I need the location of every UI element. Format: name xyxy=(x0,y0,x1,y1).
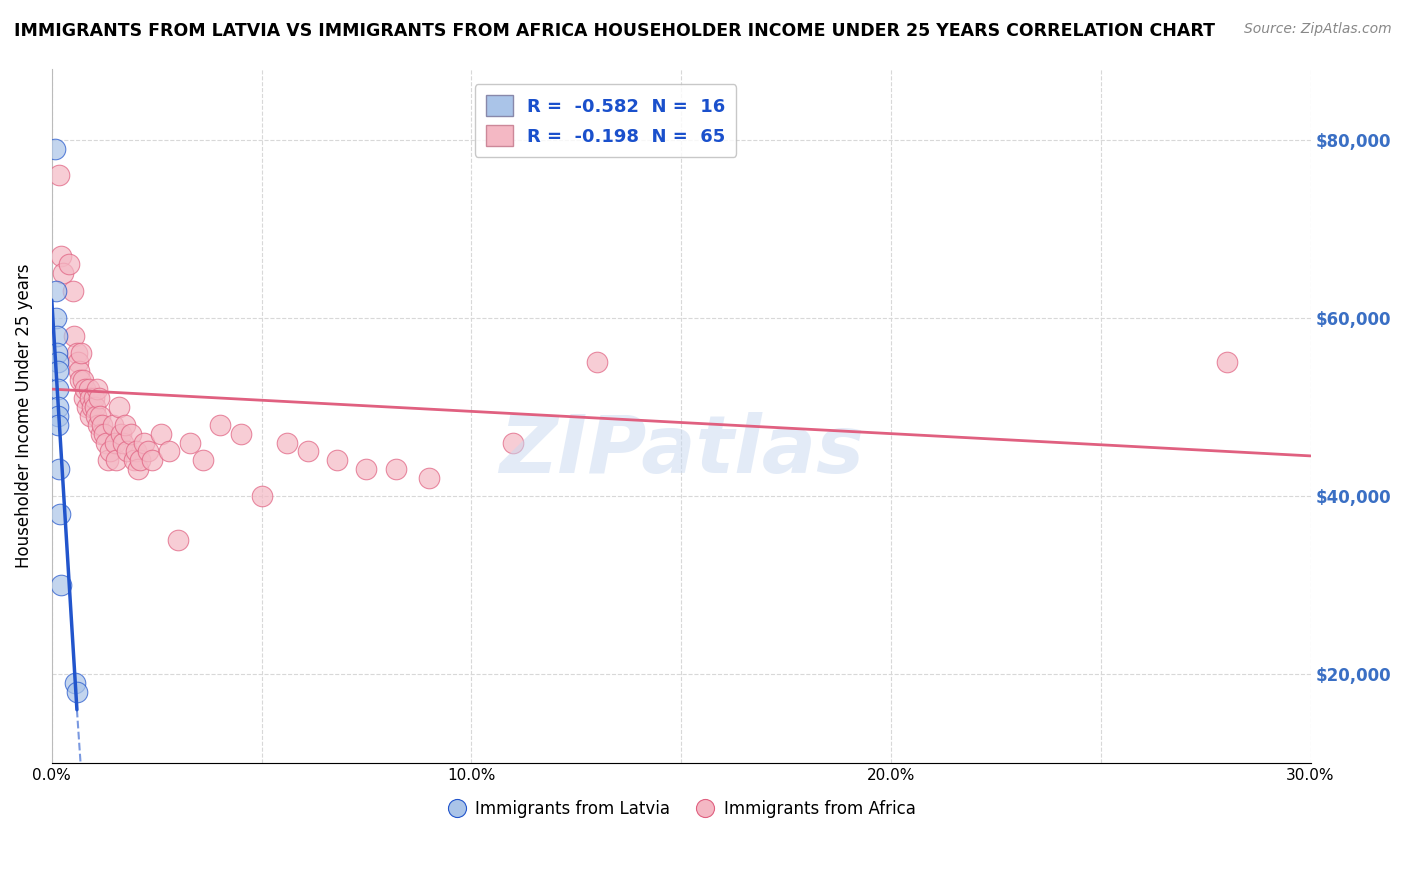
Point xyxy=(132,435,155,450)
Point xyxy=(46,382,69,396)
Point xyxy=(141,453,163,467)
Point xyxy=(91,417,114,432)
Point xyxy=(86,382,108,396)
Point xyxy=(48,462,70,476)
Point xyxy=(70,346,93,360)
Point xyxy=(46,409,69,423)
Point xyxy=(83,400,105,414)
Point xyxy=(63,676,86,690)
Point xyxy=(128,453,150,467)
Point xyxy=(93,426,115,441)
Point xyxy=(97,453,120,467)
Point xyxy=(75,382,97,396)
Text: IMMIGRANTS FROM LATVIA VS IMMIGRANTS FROM AFRICA HOUSEHOLDER INCOME UNDER 25 YEA: IMMIGRANTS FROM LATVIA VS IMMIGRANTS FRO… xyxy=(14,22,1215,40)
Point xyxy=(136,444,159,458)
Point xyxy=(45,328,67,343)
Point xyxy=(79,391,101,405)
Point xyxy=(76,400,98,414)
Point xyxy=(149,426,172,441)
Point xyxy=(80,400,103,414)
Point xyxy=(52,266,75,280)
Point xyxy=(46,355,69,369)
Point xyxy=(110,426,132,441)
Point xyxy=(250,489,273,503)
Point xyxy=(44,142,66,156)
Point xyxy=(166,533,188,548)
Point xyxy=(67,364,90,378)
Point xyxy=(87,417,110,432)
Point xyxy=(179,435,201,450)
Point xyxy=(385,462,408,476)
Point xyxy=(84,409,107,423)
Point xyxy=(104,453,127,467)
Point xyxy=(100,444,122,458)
Point xyxy=(46,346,69,360)
Point xyxy=(83,391,105,405)
Point xyxy=(101,417,124,432)
Point xyxy=(46,400,69,414)
Point xyxy=(276,435,298,450)
Point xyxy=(48,169,70,183)
Point xyxy=(72,373,94,387)
Point xyxy=(66,346,89,360)
Legend: Immigrants from Latvia, Immigrants from Africa: Immigrants from Latvia, Immigrants from … xyxy=(440,793,922,824)
Point xyxy=(157,444,180,458)
Point xyxy=(45,310,67,325)
Point xyxy=(117,444,139,458)
Point xyxy=(356,462,378,476)
Point xyxy=(58,257,80,271)
Point xyxy=(49,507,72,521)
Point xyxy=(586,355,609,369)
Point xyxy=(127,462,149,476)
Point xyxy=(502,435,524,450)
Point xyxy=(122,453,145,467)
Point xyxy=(191,453,214,467)
Point xyxy=(96,435,118,450)
Text: ZIPatlas: ZIPatlas xyxy=(499,411,863,490)
Point xyxy=(114,417,136,432)
Point xyxy=(62,284,84,298)
Point xyxy=(87,391,110,405)
Point xyxy=(46,364,69,378)
Y-axis label: Householder Income Under 25 years: Householder Income Under 25 years xyxy=(15,263,32,568)
Point xyxy=(66,685,89,699)
Point xyxy=(418,471,440,485)
Point xyxy=(89,409,111,423)
Text: Source: ZipAtlas.com: Source: ZipAtlas.com xyxy=(1244,22,1392,37)
Point xyxy=(77,382,100,396)
Point xyxy=(49,248,72,262)
Point xyxy=(108,400,131,414)
Point xyxy=(90,426,112,441)
Point xyxy=(208,417,231,432)
Point xyxy=(45,284,67,298)
Point xyxy=(104,435,127,450)
Point xyxy=(124,444,146,458)
Point xyxy=(69,373,91,387)
Point xyxy=(66,355,89,369)
Point xyxy=(112,435,135,450)
Point xyxy=(326,453,349,467)
Point xyxy=(62,328,84,343)
Point xyxy=(79,409,101,423)
Point xyxy=(1215,355,1237,369)
Point xyxy=(73,391,96,405)
Point xyxy=(121,426,143,441)
Point xyxy=(46,417,69,432)
Point xyxy=(51,578,73,592)
Point xyxy=(229,426,252,441)
Point xyxy=(297,444,319,458)
